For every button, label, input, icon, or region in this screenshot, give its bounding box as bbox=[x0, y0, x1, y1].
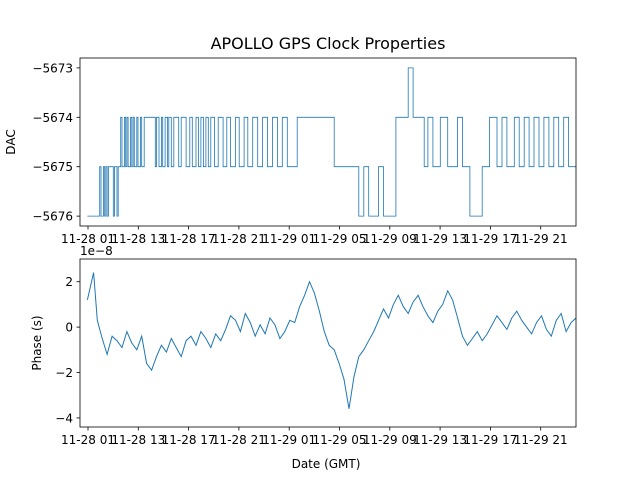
x-tick-label: 11-29 09 bbox=[363, 232, 417, 246]
x-tick-label: 11-29 21 bbox=[514, 232, 568, 246]
y-tick-label: −4 bbox=[55, 411, 73, 425]
y-offset-label: 1e−8 bbox=[80, 244, 113, 258]
x-tick-label: 11-29 13 bbox=[413, 232, 467, 246]
x-tick-label: 11-29 17 bbox=[463, 433, 517, 447]
x-tick-label: 11-28 17 bbox=[162, 232, 216, 246]
x-tick-label: 11-28 13 bbox=[111, 433, 165, 447]
axes-frame bbox=[79, 258, 577, 428]
x-tick-label: 11-29 17 bbox=[463, 232, 517, 246]
x-tick-label: 11-29 01 bbox=[262, 232, 316, 246]
y-axis-label: DAC bbox=[4, 129, 18, 154]
x-axis-label: Date (GMT) bbox=[292, 457, 361, 471]
y-tick-label: −5673 bbox=[32, 61, 73, 75]
x-tick-label: 11-29 01 bbox=[262, 433, 316, 447]
y-tick-label: 2 bbox=[65, 275, 73, 289]
phase-series-line bbox=[86, 272, 576, 409]
y-tick-label: 0 bbox=[65, 321, 73, 335]
y-axis-label: Phase (s) bbox=[30, 315, 44, 370]
x-tick-label: 11-28 21 bbox=[212, 433, 266, 447]
axes-frame bbox=[79, 57, 577, 227]
x-tick-label: 11-29 05 bbox=[313, 433, 367, 447]
x-tick-label: 11-29 09 bbox=[363, 433, 417, 447]
y-tick-label: −5675 bbox=[32, 160, 73, 174]
x-tick-label: 11-28 21 bbox=[212, 232, 266, 246]
x-tick-label: 11-28 01 bbox=[61, 433, 115, 447]
chart-title: APOLLO GPS Clock Properties bbox=[211, 34, 446, 53]
x-tick-label: 11-29 21 bbox=[514, 433, 568, 447]
x-tick-label: 11-28 13 bbox=[111, 232, 165, 246]
y-tick-label: −5676 bbox=[32, 210, 73, 224]
y-tick-label: −5674 bbox=[32, 111, 73, 125]
x-tick-label: 11-28 17 bbox=[162, 433, 216, 447]
y-tick-label: −2 bbox=[55, 366, 73, 380]
x-tick-label: 11-29 13 bbox=[413, 433, 467, 447]
dac-series-line bbox=[87, 67, 576, 217]
x-tick-label: 11-29 05 bbox=[313, 232, 367, 246]
x-tick-label: 11-28 01 bbox=[61, 232, 115, 246]
